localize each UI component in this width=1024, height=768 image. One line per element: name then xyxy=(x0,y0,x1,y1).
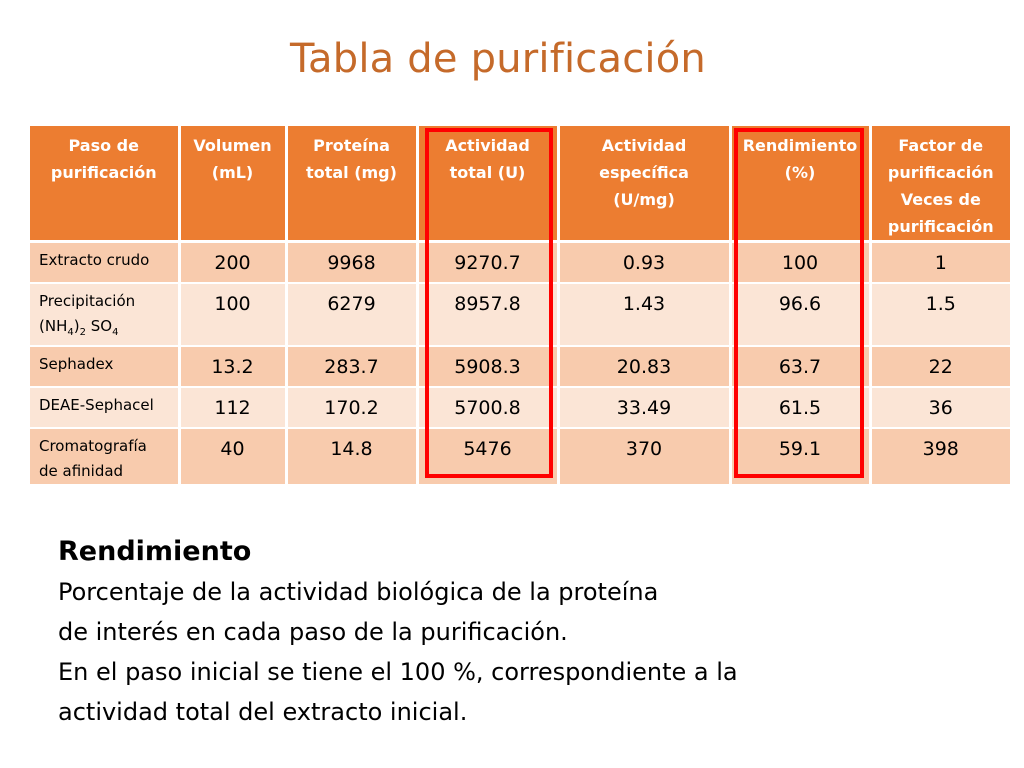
table-cell: 13.2 xyxy=(179,345,288,388)
table-cell: 112 xyxy=(179,386,288,429)
table-row: Cromatografía de afinidad 40 14.8 5476 3… xyxy=(30,427,1010,486)
table-cell: 1.5 xyxy=(870,282,1010,347)
table-cell: 283.7 xyxy=(286,345,419,388)
table-cell: 61.5 xyxy=(730,386,872,429)
definition-block: Rendimiento Porcentaje de la actividad b… xyxy=(58,532,998,732)
header-proteina-total: Proteína total (mg) xyxy=(286,126,419,243)
table-cell: 5700.8 xyxy=(417,386,560,429)
definition-line: actividad total del extracto inicial. xyxy=(58,698,468,726)
table-cell: 100 xyxy=(179,282,288,347)
table-row: Extracto crudo 200 9968 9270.7 0.93 100 … xyxy=(30,241,1010,284)
purification-table: Paso de purificación Volumen (mL) Proteí… xyxy=(30,126,1010,486)
table-cell: 100 xyxy=(730,241,872,284)
table-cell: 96.6 xyxy=(730,282,872,347)
table-cell: 22 xyxy=(870,345,1010,388)
definition-line: de interés en cada paso de la purificaci… xyxy=(58,618,568,646)
header-rendimiento: Rendimiento (%) xyxy=(730,126,872,243)
table-cell: 0.93 xyxy=(558,241,732,284)
table-header-row: Paso de purificación Volumen (mL) Proteí… xyxy=(30,126,1010,243)
definition-heading: Rendimiento xyxy=(58,536,252,567)
row-step-label: Cromatografía de afinidad xyxy=(30,427,181,486)
table-cell: 63.7 xyxy=(730,345,872,388)
header-actividad-total: Actividad total (U) xyxy=(417,126,560,243)
slide-title: Tabla de purificación xyxy=(290,36,706,82)
table-cell: 5908.3 xyxy=(417,345,560,388)
table-row: Sephadex 13.2 283.7 5908.3 20.83 63.7 22 xyxy=(30,345,1010,388)
table-row: Precipitación (NH4)2 SO4 100 6279 8957.8… xyxy=(30,282,1010,347)
table-cell: 398 xyxy=(870,427,1010,486)
table-cell: 370 xyxy=(558,427,732,486)
table-cell: 170.2 xyxy=(286,386,419,429)
table-cell: 8957.8 xyxy=(417,282,560,347)
table-cell: 6279 xyxy=(286,282,419,347)
header-factor-de-purificacion: Factor de purificación Veces de purifica… xyxy=(870,126,1010,243)
table-cell: 5476 xyxy=(417,427,560,486)
row-step-label: Precipitación (NH4)2 SO4 xyxy=(30,282,181,347)
header-volumen: Volumen (mL) xyxy=(179,126,288,243)
table-cell: 33.49 xyxy=(558,386,732,429)
definition-line: Porcentaje de la actividad biológica de … xyxy=(58,578,659,606)
table-row: DEAE-Sephacel 112 170.2 5700.8 33.49 61.… xyxy=(30,386,1010,429)
row-step-label: Sephadex xyxy=(30,345,181,388)
row-step-label: Extracto crudo xyxy=(30,241,181,284)
table-cell: 1 xyxy=(870,241,1010,284)
header-actividad-especifica: Actividad específica (U/mg) xyxy=(558,126,732,243)
table-cell: 20.83 xyxy=(558,345,732,388)
table-cell: 200 xyxy=(179,241,288,284)
definition-line: En el paso inicial se tiene el 100 %, co… xyxy=(58,658,738,686)
formula-nh4-2-so4: (NH4)2 SO4 xyxy=(39,316,119,338)
table-cell: 9968 xyxy=(286,241,419,284)
row-step-label: DEAE-Sephacel xyxy=(30,386,181,429)
table-cell: 1.43 xyxy=(558,282,732,347)
header-paso-de-purificacion: Paso de purificación xyxy=(30,126,181,243)
table-cell: 40 xyxy=(179,427,288,486)
table-cell: 36 xyxy=(870,386,1010,429)
table-cell: 59.1 xyxy=(730,427,872,486)
table-cell: 9270.7 xyxy=(417,241,560,284)
table-cell: 14.8 xyxy=(286,427,419,486)
